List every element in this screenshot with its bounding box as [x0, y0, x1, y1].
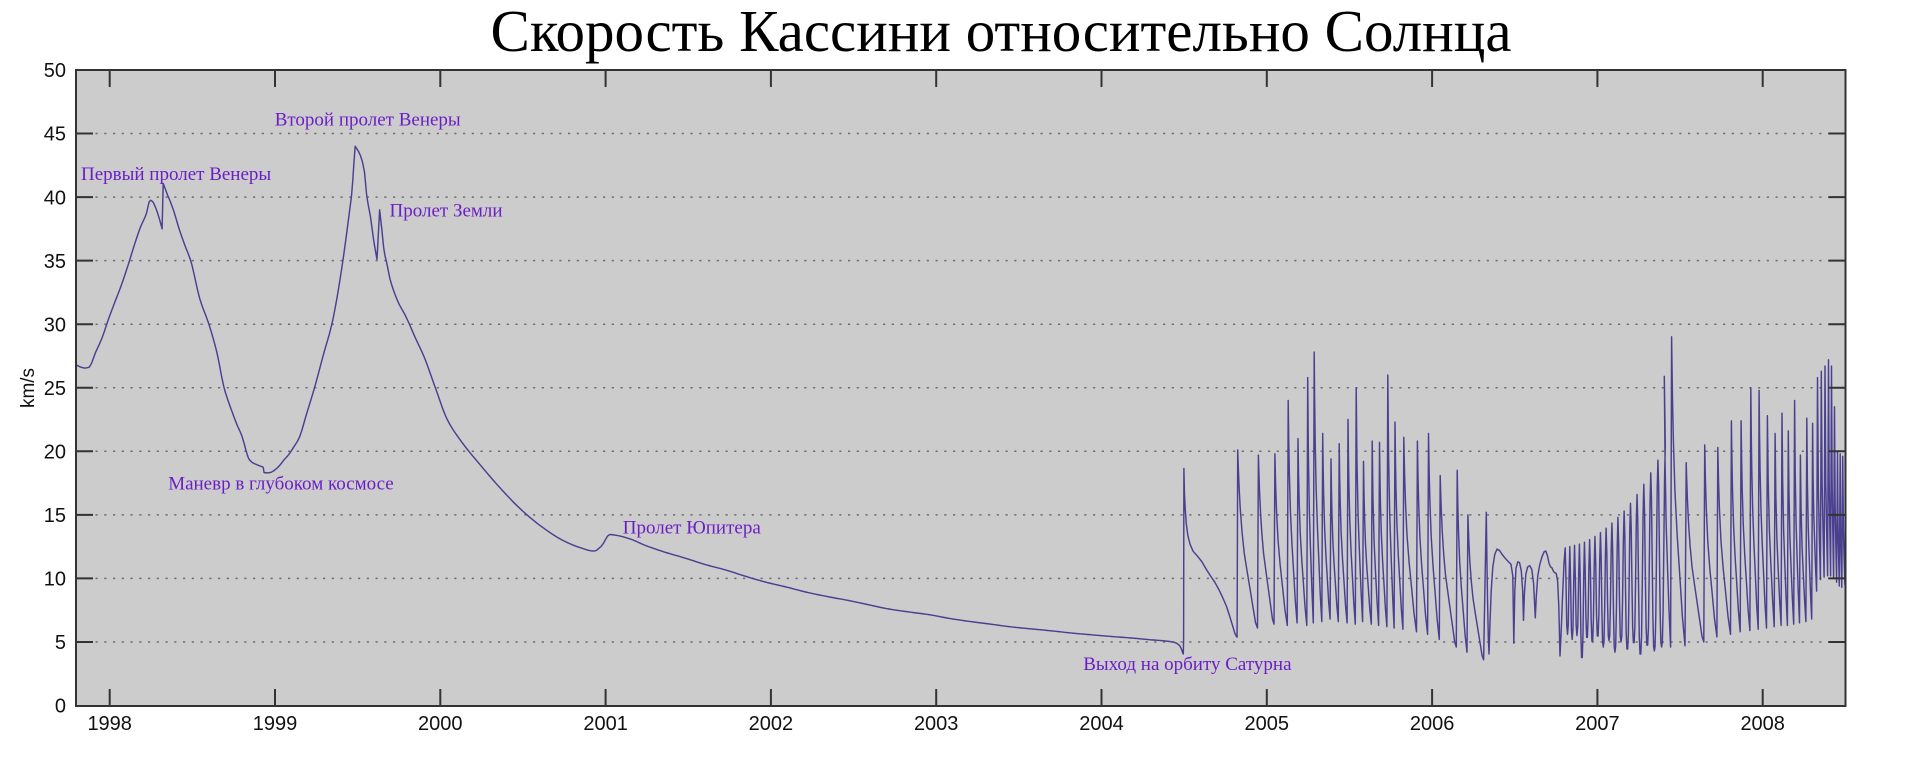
- svg-text:2006: 2006: [1410, 713, 1455, 735]
- svg-text:0: 0: [55, 696, 66, 718]
- svg-text:2005: 2005: [1245, 713, 1290, 735]
- svg-text:15: 15: [44, 505, 66, 527]
- svg-text:Первый пролет Венеры: Первый пролет Венеры: [81, 164, 271, 185]
- svg-text:25: 25: [44, 378, 66, 400]
- svg-text:40: 40: [44, 187, 66, 209]
- svg-text:2002: 2002: [749, 713, 794, 735]
- svg-text:2001: 2001: [583, 713, 628, 735]
- svg-text:50: 50: [44, 60, 66, 82]
- svg-text:35: 35: [44, 251, 66, 273]
- svg-text:2007: 2007: [1575, 713, 1620, 735]
- svg-text:1999: 1999: [253, 713, 298, 735]
- svg-text:Пролет Земли: Пролет Земли: [390, 201, 503, 222]
- svg-text:2008: 2008: [1740, 713, 1785, 735]
- svg-text:Пролет Юпитера: Пролет Юпитера: [623, 518, 762, 539]
- svg-text:30: 30: [44, 314, 66, 336]
- svg-text:Второй пролет Венеры: Второй пролет Венеры: [275, 110, 461, 131]
- svg-text:1998: 1998: [87, 713, 132, 735]
- svg-text:Выход на орбиту Сатурна: Выход на орбиту Сатурна: [1083, 654, 1292, 675]
- svg-text:5: 5: [55, 632, 66, 654]
- svg-text:20: 20: [44, 442, 66, 464]
- svg-text:Скорость Кассини относительно: Скорость Кассини относительно Солнца: [490, 0, 1511, 64]
- svg-text:km/s: km/s: [18, 368, 39, 408]
- svg-text:Маневр в глубоком космосе: Маневр в глубоком космосе: [168, 474, 394, 495]
- svg-text:2000: 2000: [418, 713, 463, 735]
- svg-text:45: 45: [44, 124, 66, 146]
- svg-text:2004: 2004: [1079, 713, 1124, 735]
- svg-text:10: 10: [44, 569, 66, 591]
- svg-text:2003: 2003: [914, 713, 959, 735]
